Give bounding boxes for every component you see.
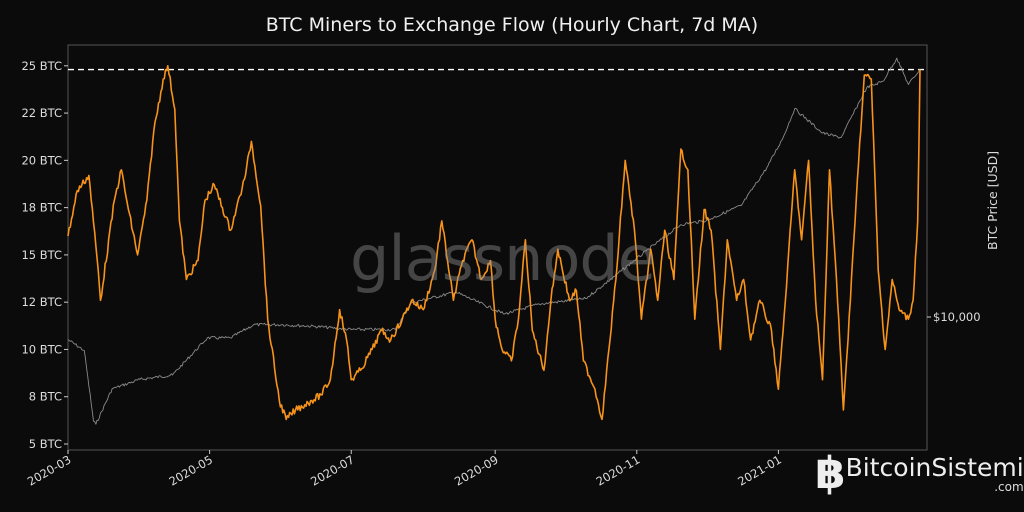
watermark: glassnode	[350, 222, 656, 295]
y-tick-label: 18 BTC	[21, 201, 62, 215]
bitcoinsistemi-logo: ฿ BitcoinSistemi .com	[815, 452, 1024, 496]
plot-area	[67, 44, 928, 451]
x-tick-label: 2020-03	[25, 452, 74, 488]
y-tick-label: 20 BTC	[21, 153, 62, 167]
y-tick-label: 12 BTC	[21, 295, 62, 309]
x-tick-label: 2020-05	[166, 452, 215, 488]
y-tick-label: 10 BTC	[21, 342, 62, 356]
brand-suffix: .com	[994, 480, 1024, 494]
y-tick-label: 22 BTC	[21, 106, 62, 120]
chart-title: BTC Miners to Exchange Flow (Hourly Char…	[265, 14, 759, 36]
y-tick-label: 15 BTC	[21, 248, 62, 262]
y-tick-label: 5 BTC	[29, 437, 62, 451]
y-tick-label: 8 BTC	[29, 390, 62, 404]
y-tick-label: 25 BTC	[21, 59, 62, 73]
y-right-tick-label: $10,000	[933, 310, 981, 324]
y-axis-right-label: BTC Price [USD]	[985, 150, 1000, 250]
x-tick-label: 2021-01	[735, 452, 784, 488]
x-tick-label: 2020-07	[308, 452, 357, 488]
x-tick-label: 2020-09	[452, 452, 501, 488]
brand-name: BitcoinSistemi	[845, 453, 1024, 482]
bitcoin-logo-icon: ฿	[815, 448, 846, 499]
miners-flow-line	[67, 65, 921, 421]
x-tick-label: 2020-11	[594, 452, 643, 488]
